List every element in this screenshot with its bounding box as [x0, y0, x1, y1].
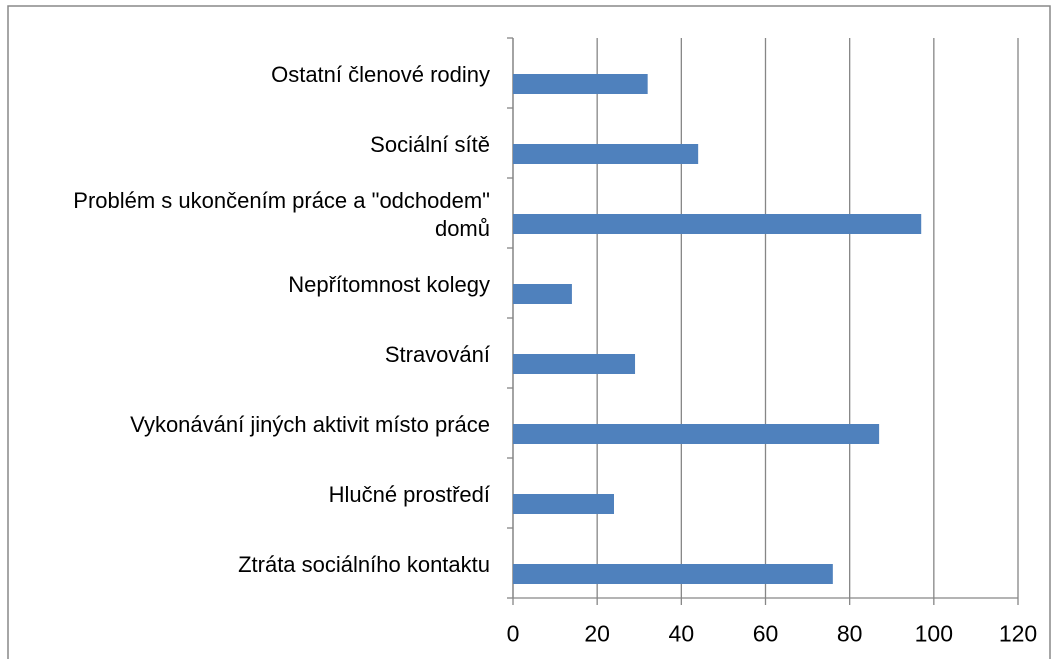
bar: [513, 494, 614, 514]
bar: [513, 214, 922, 234]
y-tick-label: Hlučné prostředí: [328, 482, 490, 507]
chart-frame: [7, 5, 1051, 659]
y-tick-label: Vykonávání jiných aktivit místo práce: [130, 412, 490, 437]
y-tick-label: Nepřítomnost kolegy: [288, 272, 490, 297]
y-tick-label: Ztráta sociálního kontaktu: [238, 552, 490, 577]
x-tick-label: 20: [584, 620, 610, 647]
bar: [513, 74, 648, 94]
x-tick-label: 60: [752, 620, 779, 647]
bar: [513, 144, 699, 164]
y-tick-label: Problém s ukončením práce a "odchodem" d…: [73, 188, 490, 241]
y-tick-label: Ostatní členové rodiny: [271, 62, 490, 87]
bar: [513, 564, 833, 584]
x-tick-label: 100: [914, 620, 954, 647]
x-tick-label: 80: [836, 620, 863, 647]
y-tick-label: Sociální sítě: [370, 132, 490, 157]
x-tick-label: 40: [668, 620, 695, 647]
x-tick-label: 120: [998, 620, 1038, 647]
y-tick-label: Stravování: [384, 342, 490, 367]
x-tick-label: 0: [506, 620, 520, 647]
bar: [513, 284, 572, 304]
bar: [513, 424, 880, 444]
bar: [513, 354, 636, 374]
